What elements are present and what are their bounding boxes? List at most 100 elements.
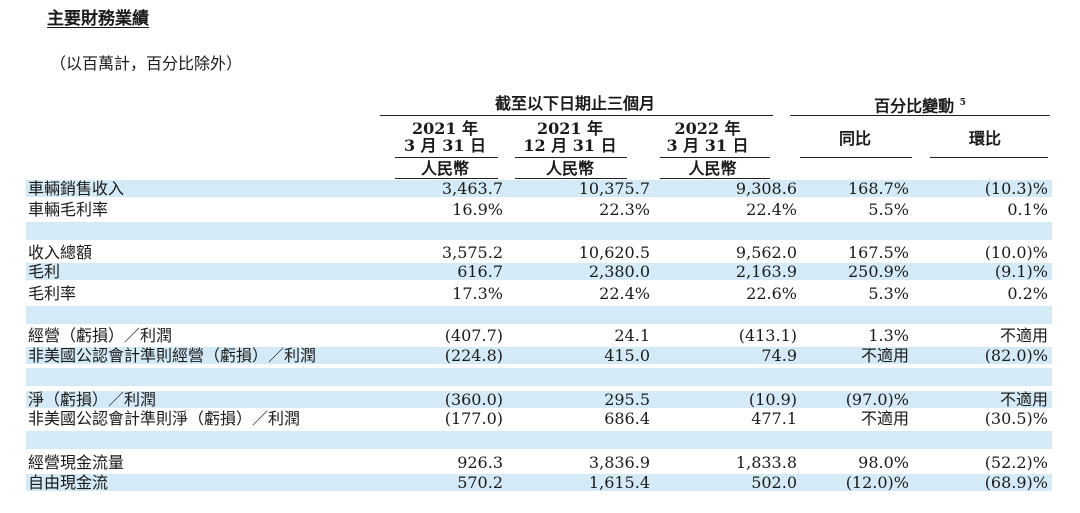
cell-col1: (407.7) <box>444 326 503 345</box>
col2-date: 12 月 31 日 <box>523 136 617 155</box>
table-row: 非美國公認會計準則經營（虧損）／利潤 (224.8) 415.0 74.9 不適用 (82… <box>26 347 1052 364</box>
row-label: 非美國公認會計準則淨（虧損）／利潤 <box>28 409 301 428</box>
col2-year: 2021 年 <box>536 119 604 138</box>
cell-col3: (10.9) <box>748 390 797 409</box>
col3-currency: 人民幣 <box>688 159 737 178</box>
cell-col2: 1,615.4 <box>588 473 650 492</box>
cell-col3: 502.0 <box>751 473 797 492</box>
cell-col2: 686.4 <box>604 409 650 428</box>
cell-col5: 0.1% <box>1007 200 1048 219</box>
row-label: 自由現金流 <box>28 473 109 492</box>
cell-col5: (9.1)% <box>994 262 1048 281</box>
cell-col4: 5.5% <box>868 200 909 219</box>
table-row: 毛利 616.7 2,380.0 2,163.9 250.9% (9.1)% <box>26 263 1052 280</box>
row-label: 車輛銷售收入 <box>28 179 125 198</box>
table-row: 淨（虧損）／利潤 (360.0) 295.5 (10.9) (97.0)% 不適用 <box>26 391 1052 408</box>
cell-col3: 22.6% <box>746 284 797 303</box>
table-row: 經營現金流量 926.3 3,836.9 1,833.8 98.0% (52.2)% <box>26 454 1052 471</box>
row-label: 毛利率 <box>28 284 77 303</box>
col4-rule <box>800 157 912 158</box>
cell-col5: 不適用 <box>999 326 1048 345</box>
col2-currency: 人民幣 <box>545 159 594 178</box>
cell-col3: 9,562.0 <box>735 243 797 262</box>
header-group-three-months: 截至以下日期止三個月 <box>494 94 655 113</box>
cell-col5: (52.2)% <box>984 453 1048 472</box>
cell-col5: (10.0)% <box>984 243 1048 262</box>
cell-col2: 10,620.5 <box>578 243 650 262</box>
cell-col1: 17.3% <box>452 284 503 303</box>
spacer-row <box>26 368 1052 386</box>
cell-col2: 24.1 <box>614 326 650 345</box>
row-label: 毛利 <box>28 262 61 281</box>
cell-col4: (97.0)% <box>845 390 909 409</box>
cell-col1: 926.3 <box>457 453 503 472</box>
row-label: 淨（虧損）／利潤 <box>28 390 157 409</box>
col1-rule-bottom <box>395 178 498 179</box>
cell-col4: (12.0)% <box>845 473 909 492</box>
cell-col3: 2,163.9 <box>735 262 797 281</box>
row-label: 經營（虧損）／利潤 <box>28 326 173 345</box>
col2-rule <box>515 157 627 158</box>
cell-col3: 1,833.8 <box>735 453 797 472</box>
spacer-row <box>26 306 1052 324</box>
cell-col1: 3,463.7 <box>441 179 503 198</box>
cell-col5: (30.5)% <box>984 409 1048 428</box>
row-label: 經營現金流量 <box>28 453 125 472</box>
col1-date: 3 月 31 日 <box>403 136 487 155</box>
col3-rule <box>660 157 770 158</box>
header-group-percent-change: 百分比變動 5 <box>790 95 1050 114</box>
header-group-percent-change-label: 百分比變動 <box>874 96 955 116</box>
cell-col2: 3,836.9 <box>588 453 650 472</box>
table-row: 收入總額 3,575.2 10,620.5 9,562.0 167.5% (10.0)% <box>26 244 1052 261</box>
cell-col2: 22.3% <box>599 200 650 219</box>
spacer-row <box>26 222 1052 240</box>
cell-col5: 0.2% <box>1007 284 1048 303</box>
cell-col1: 616.7 <box>457 262 503 281</box>
table-row: 非美國公認會計準則淨（虧損）／利潤 (177.0) 686.4 477.1 不適用 (30… <box>26 410 1052 427</box>
cell-col2: 2,380.0 <box>588 262 650 281</box>
row-label: 收入總額 <box>28 243 93 262</box>
cell-col4: 98.0% <box>858 453 909 472</box>
header-rule-group2 <box>790 115 1050 116</box>
cell-col1: 3,575.2 <box>441 243 503 262</box>
cell-col5: 不適用 <box>999 390 1048 409</box>
table-row: 毛利率 17.3% 22.4% 22.6% 5.3% 0.2% <box>26 285 1052 302</box>
cell-col1: 570.2 <box>457 473 503 492</box>
row-label: 車輛毛利率 <box>28 200 109 219</box>
col1-year: 2021 年 <box>411 119 479 138</box>
col1-rule <box>395 157 498 158</box>
cell-col3: 74.9 <box>761 346 797 365</box>
cell-col3: 477.1 <box>751 409 797 428</box>
col3-date: 3 月 31 日 <box>666 136 749 155</box>
col-header-2022-03-31: 2022 年 3 月 31 日 <box>650 120 765 154</box>
table-row: 車輛毛利率 16.9% 22.3% 22.4% 5.5% 0.1% <box>26 201 1052 218</box>
col-header-2021-03-31: 2021 年 3 月 31 日 <box>390 120 500 154</box>
table-row: 自由現金流 570.2 1,615.4 502.0 (12.0)% (68.9)% <box>26 474 1052 491</box>
table-row: 車輛銷售收入 3,463.7 10,375.7 9,308.6 168.7% (10.3)… <box>26 180 1052 197</box>
cell-col4: 5.3% <box>868 284 909 303</box>
table-row: 經營（虧損）／利潤 (407.7) 24.1 (413.1) 1.3% 不適用 <box>26 327 1052 344</box>
section-title: 主要財務業績 <box>47 9 149 29</box>
cell-col2: 295.5 <box>604 390 650 409</box>
unit-note: （以百萬計，百分比除外） <box>50 54 243 73</box>
col-header-yoy: 同比 <box>838 129 871 148</box>
cell-col4: 1.3% <box>868 326 909 345</box>
col-header-qoq: 環比 <box>968 129 1001 148</box>
header-rule-group1 <box>380 115 773 116</box>
cell-col2: 10,375.7 <box>578 179 650 198</box>
cell-col2: 415.0 <box>604 346 650 365</box>
cell-col1: (177.0) <box>444 409 503 428</box>
col1-currency: 人民幣 <box>420 159 469 178</box>
cell-col2: 22.4% <box>599 284 650 303</box>
cell-col1: (360.0) <box>444 390 503 409</box>
cell-col4: 不適用 <box>860 409 909 428</box>
col2-rule-bottom <box>515 178 627 179</box>
cell-col5: (10.3)% <box>984 179 1048 198</box>
col3-rule-bottom <box>660 178 770 179</box>
cell-col4: 168.7% <box>847 179 909 198</box>
cell-col3: 22.4% <box>746 200 797 219</box>
col3-year: 2022 年 <box>674 119 741 138</box>
col-header-2021-12-31: 2021 年 12 月 31 日 <box>510 120 630 154</box>
cell-col3: 9,308.6 <box>735 179 797 198</box>
cell-col1: (224.8) <box>444 346 503 365</box>
